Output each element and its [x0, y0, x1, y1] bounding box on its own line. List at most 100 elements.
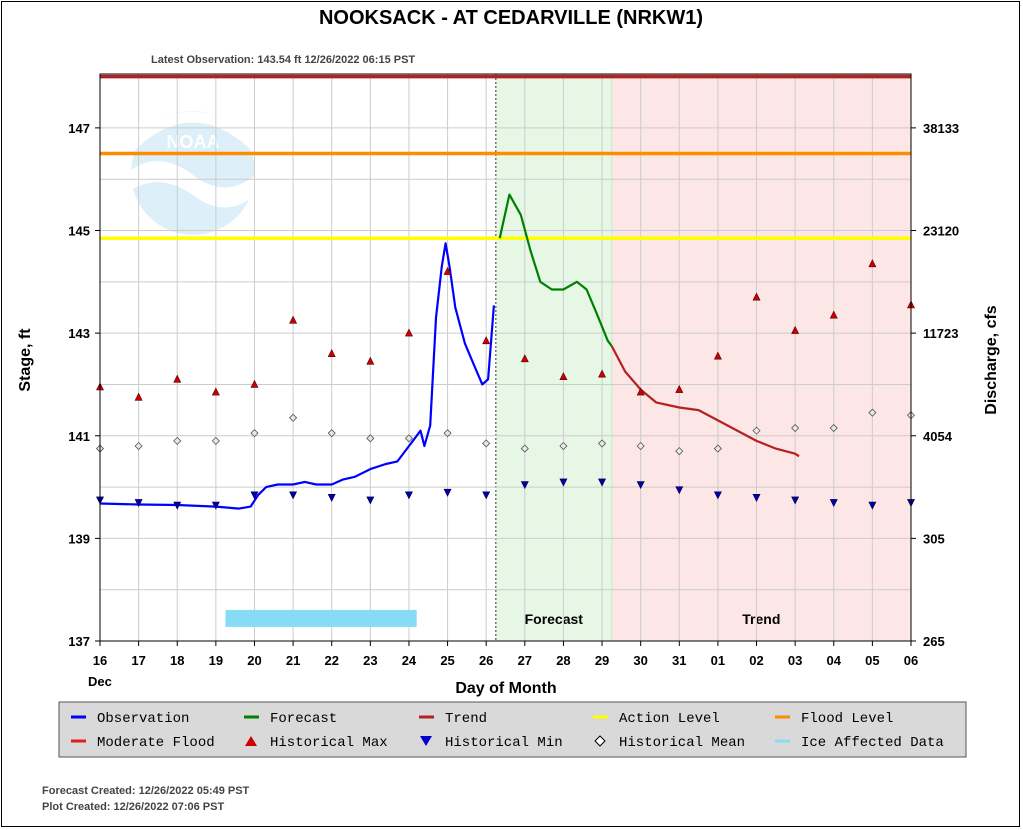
- historical-max-point: [211, 387, 220, 396]
- region-forecast: [495, 74, 612, 641]
- legend-swatch: [245, 736, 257, 746]
- y-tick-label: 147: [68, 121, 90, 136]
- y2-tick-label: 38133: [923, 121, 959, 136]
- x-tick-label: 23: [363, 653, 377, 668]
- legend-item-action-level: Action Level: [593, 711, 720, 727]
- historical-mean-point: [559, 441, 568, 451]
- historical-mean-point: [868, 408, 877, 417]
- x-tick-label: 01: [711, 653, 725, 668]
- legend-label: Action Level: [619, 711, 720, 727]
- legend-box: [58, 701, 967, 758]
- series-forecast: [498, 193, 613, 347]
- plot-border: [99, 73, 912, 642]
- x-tick-label: 17: [131, 653, 145, 668]
- y2-tick-label: 23120: [923, 224, 959, 239]
- legend-item-forecast: Forecast: [244, 711, 337, 727]
- historical-max-point: [404, 328, 413, 337]
- historical-min-point: [134, 499, 143, 508]
- x-tick-label: 29: [595, 653, 609, 668]
- historical-mean-point: [482, 439, 491, 448]
- historical-min-point: [520, 481, 529, 490]
- x-tick-label: 20: [247, 653, 261, 668]
- historical-mean-point: [520, 444, 529, 453]
- historical-mean-point: [327, 429, 336, 438]
- historical-min-point: [598, 478, 607, 487]
- x-tick-label: 06: [904, 653, 918, 668]
- ice-affected-bar: [225, 609, 417, 627]
- chart-title: NOOKSACK - AT CEDARVILLE (NRKW1): [319, 7, 703, 29]
- grid: [99, 74, 912, 641]
- historical-min-point: [366, 496, 375, 505]
- historical-mean-point: [250, 429, 259, 438]
- historical-min-point: [829, 499, 838, 508]
- region-label-trend: Trend: [742, 611, 780, 627]
- legend-label: Flood Level: [801, 711, 893, 727]
- x-tick-label: 19: [209, 653, 223, 668]
- historical-max-point: [366, 356, 375, 365]
- axes: 16 17 18 19 20 21 22 23 24 25 26 27 28 29 30 31 01 02 03 04…: [68, 73, 959, 668]
- region-trend: [611, 74, 911, 641]
- y2-tick-label: 11723: [923, 326, 958, 341]
- y-tick-label: 141: [68, 429, 90, 444]
- historical-max-point: [598, 369, 607, 378]
- historical-min-point: [636, 481, 645, 490]
- historical-max-point: [559, 372, 568, 381]
- legend-item-observation: Observation: [71, 711, 189, 727]
- x-tick-label: 25: [440, 653, 454, 668]
- legend-label: Ice Affected Data: [801, 735, 944, 751]
- historical-min-point: [443, 488, 452, 497]
- y-tick-label: 137: [68, 634, 90, 649]
- historical-mean-point: [636, 441, 645, 451]
- historical-mean-point: [713, 444, 722, 453]
- historical-min-point: [868, 501, 877, 510]
- historical-min-point: [404, 491, 413, 500]
- series-observation: [99, 242, 495, 510]
- y2-tick-label: 4054: [923, 429, 953, 444]
- legend-label: Moderate Flood: [97, 735, 215, 751]
- historical-min-point: [482, 491, 491, 500]
- x-month-label: Dec: [88, 674, 112, 689]
- x-tick-label: 18: [170, 653, 184, 668]
- historical-mean-point: [443, 429, 452, 438]
- y-tick-label: 143: [68, 326, 90, 341]
- legend-swatch: [594, 735, 606, 747]
- x-tick-label: 04: [827, 653, 842, 668]
- region-label-forecast: Forecast: [525, 611, 584, 627]
- x-tick-label: 22: [324, 653, 338, 668]
- historical-min-point: [173, 501, 182, 510]
- x-tick-label: 30: [633, 653, 647, 668]
- historical-min-point: [559, 478, 568, 487]
- historical-max-point: [752, 292, 761, 301]
- y-axis-label: Stage, ft: [17, 328, 34, 392]
- legend-label: Historical Max: [270, 735, 388, 751]
- historical-mean-point: [211, 436, 220, 445]
- legend-label: Forecast: [270, 711, 337, 727]
- legend-item-moderate-flood: Moderate Flood: [71, 735, 215, 751]
- background-layer: Forecast Trend: [100, 74, 911, 641]
- historical-max-point: [520, 354, 529, 363]
- legend-item-ice-affected-data: Ice Affected Data: [775, 735, 944, 751]
- y2-tick-label: 265: [923, 634, 945, 649]
- x-tick-label: 03: [788, 653, 802, 668]
- historical-min-point: [289, 491, 298, 500]
- noaa-logo: NOAA: [131, 111, 255, 235]
- historical-max-point: [713, 351, 722, 360]
- x-tick-label: 05: [865, 653, 879, 668]
- historical-mean-point: [366, 434, 375, 443]
- historical-mean-point: [675, 447, 684, 456]
- historical-mean-point: [134, 441, 143, 451]
- x-tick-label: 28: [556, 653, 570, 668]
- latest-observation: Latest Observation: 143.54 ft 12/26/2022…: [151, 54, 415, 66]
- plot-created-text: Plot Created: 12/26/2022 07:06 PST: [42, 801, 225, 813]
- historical-mean-point: [404, 434, 414, 443]
- historical-min-point: [250, 491, 259, 500]
- historical-mean-point: [752, 426, 761, 435]
- x-tick-label: 24: [402, 653, 417, 668]
- legend-label: Observation: [97, 711, 189, 727]
- legend-item-trend: Trend: [419, 711, 487, 727]
- historical-max-point: [289, 315, 298, 324]
- y-tick-label: 139: [68, 531, 90, 546]
- x-tick-label: 31: [672, 653, 686, 668]
- series-trend: [610, 345, 800, 458]
- x-tick-label: 26: [479, 653, 493, 668]
